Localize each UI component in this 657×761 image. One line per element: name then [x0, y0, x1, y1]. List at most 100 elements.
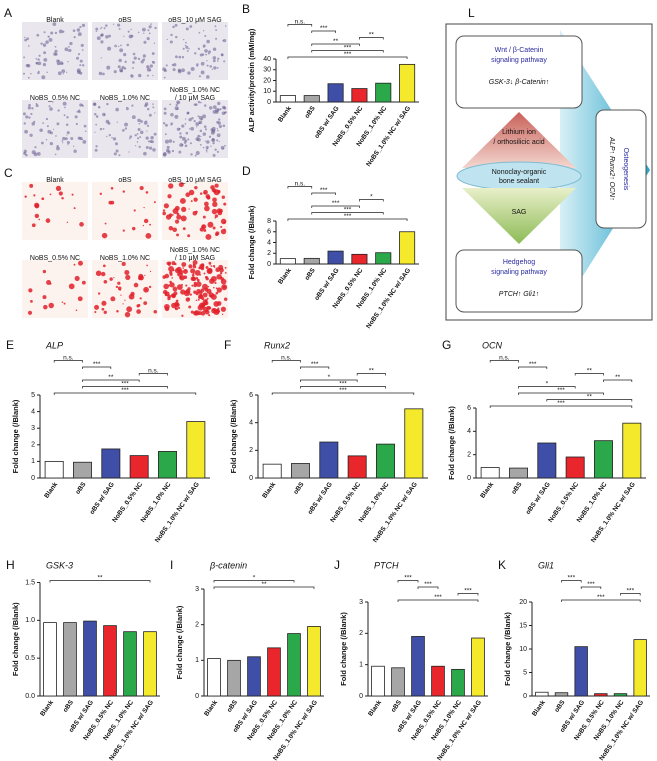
stain [207, 285, 210, 288]
x-tick-label: oBS w/ SAG [307, 481, 334, 516]
stain [62, 142, 64, 144]
y-tick-label: 3 [359, 599, 363, 606]
significance-label: ** [369, 368, 375, 375]
arrow [462, 188, 576, 244]
stain [179, 198, 186, 204]
stain [102, 72, 105, 76]
stain [154, 26, 157, 30]
micrograph [22, 260, 88, 318]
stain [149, 223, 152, 226]
significance-label: n.s. [499, 355, 510, 362]
y-tick-label: 1.0 [25, 617, 35, 624]
stain [133, 56, 137, 60]
stain [138, 73, 142, 78]
stain [193, 103, 197, 106]
stain [79, 59, 83, 63]
stain [182, 38, 185, 41]
significance-label: n.s. [295, 181, 306, 188]
bar [594, 693, 608, 697]
stain [120, 69, 123, 73]
stain [213, 266, 216, 268]
stain [112, 137, 117, 141]
image-label: Blank [46, 177, 64, 184]
stain [169, 271, 173, 275]
stain [84, 130, 87, 133]
stain [54, 31, 58, 35]
image-label: / 10 μM SAG [175, 95, 215, 102]
stain [143, 40, 147, 44]
stain [146, 124, 150, 127]
stain [144, 288, 147, 291]
y-tick-label: 3 [31, 425, 35, 432]
stain [136, 141, 139, 143]
significance-label: *** [529, 361, 537, 368]
stain [199, 144, 202, 146]
x-tick-label: oBS [62, 699, 76, 714]
stain [67, 144, 69, 146]
stain [103, 27, 106, 30]
stain [192, 260, 198, 265]
stain [95, 145, 98, 148]
stain [172, 227, 178, 233]
significance-bracket [561, 580, 582, 583]
x-tick-label: Blank [203, 699, 219, 718]
stain [41, 75, 46, 80]
stain [174, 262, 177, 266]
stain [195, 150, 200, 155]
stain [25, 115, 29, 119]
y-tick-label: 0 [267, 261, 271, 268]
stain [191, 284, 194, 287]
stain [163, 76, 166, 79]
stain [200, 288, 205, 293]
stain [24, 195, 27, 198]
stain [174, 306, 179, 311]
significance-label: *** [344, 207, 352, 214]
significance-bracket [580, 586, 602, 589]
y-tick-label: 1 [195, 657, 199, 664]
stain [140, 120, 143, 123]
stain [66, 134, 68, 136]
stain [191, 273, 195, 277]
stain [170, 124, 172, 126]
stain [143, 207, 145, 209]
stain [198, 75, 201, 78]
stain [205, 149, 208, 152]
stain [46, 125, 49, 128]
x-tick-label: NoBS_1.0% NC w/ SAG [365, 267, 412, 330]
stain [150, 136, 154, 140]
stain [182, 267, 184, 269]
significance-bracket [311, 50, 384, 53]
stain [217, 121, 221, 125]
stain [179, 275, 183, 280]
stain [196, 278, 200, 282]
stain [203, 189, 208, 195]
stain [202, 114, 207, 119]
stain [101, 307, 105, 311]
stain [174, 307, 177, 310]
stain [118, 154, 121, 157]
stain [108, 200, 113, 205]
stain [76, 68, 81, 73]
stain [28, 288, 33, 293]
stain [115, 149, 119, 153]
bar [471, 637, 485, 697]
stain [195, 122, 200, 126]
x-tick-label: NoBS_1.0% NC [358, 481, 391, 524]
stain [204, 49, 208, 53]
image-label: / 10 μM SAG [175, 255, 215, 262]
stain [146, 37, 150, 41]
chart-title: PTCH [374, 560, 399, 570]
stain [215, 29, 218, 31]
stain [224, 111, 227, 114]
stain [80, 43, 84, 48]
label: signaling pathway [491, 57, 547, 64]
bar [451, 668, 465, 697]
stain [162, 153, 167, 157]
stain [71, 193, 74, 196]
stain [217, 57, 220, 60]
stain [62, 73, 65, 75]
stain [101, 232, 108, 239]
stain [142, 27, 146, 32]
image-label: oBS_10 μM SAG [168, 177, 221, 184]
stain [187, 297, 190, 300]
